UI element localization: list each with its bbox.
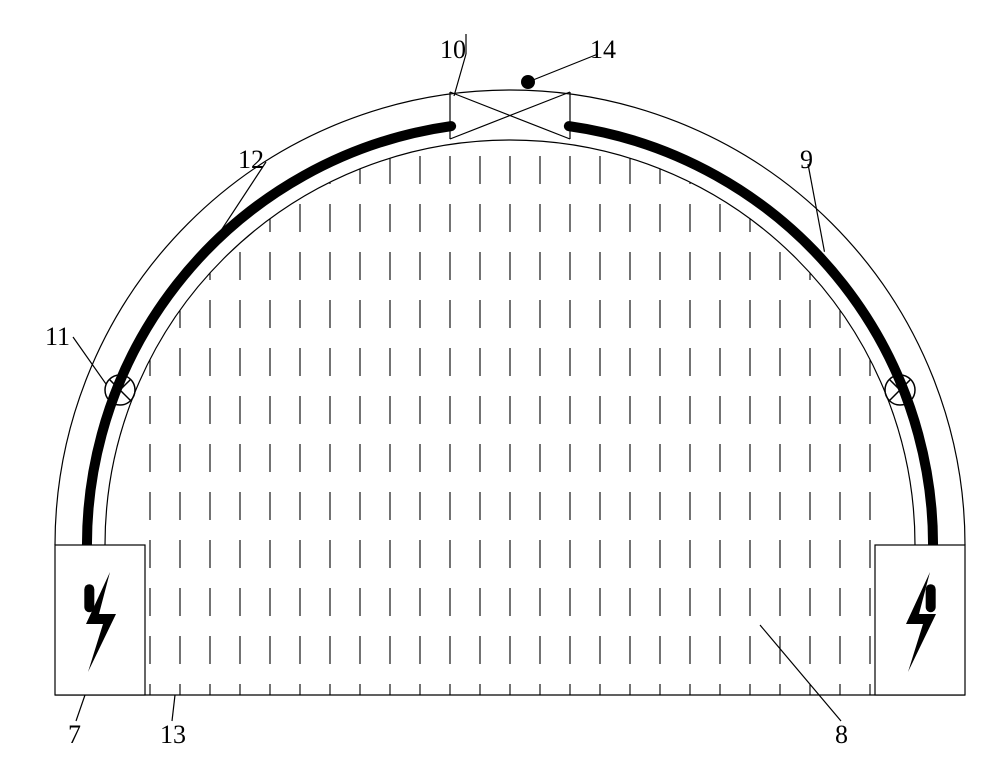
label-13: 13 <box>160 720 186 749</box>
label-12: 12 <box>238 145 264 174</box>
label-14: 14 <box>590 35 616 64</box>
thick-arc-left <box>87 126 451 589</box>
diagram-root: 7 13 8 11 12 10 14 9 <box>0 0 1000 762</box>
label-9: 9 <box>800 145 813 174</box>
right-foot <box>875 545 965 695</box>
inner-arch <box>105 140 915 545</box>
top-box <box>450 92 570 139</box>
diagram-svg: 7 13 8 11 12 10 14 9 <box>0 0 1000 762</box>
labels: 7 13 8 11 12 10 14 9 <box>45 35 848 749</box>
label-11: 11 <box>45 322 70 351</box>
label-8: 8 <box>835 720 848 749</box>
thick-arc-right <box>569 126 933 589</box>
label-7: 7 <box>68 720 81 749</box>
leaders <box>73 34 841 721</box>
left-foot <box>55 545 145 695</box>
label-10: 10 <box>440 35 466 64</box>
